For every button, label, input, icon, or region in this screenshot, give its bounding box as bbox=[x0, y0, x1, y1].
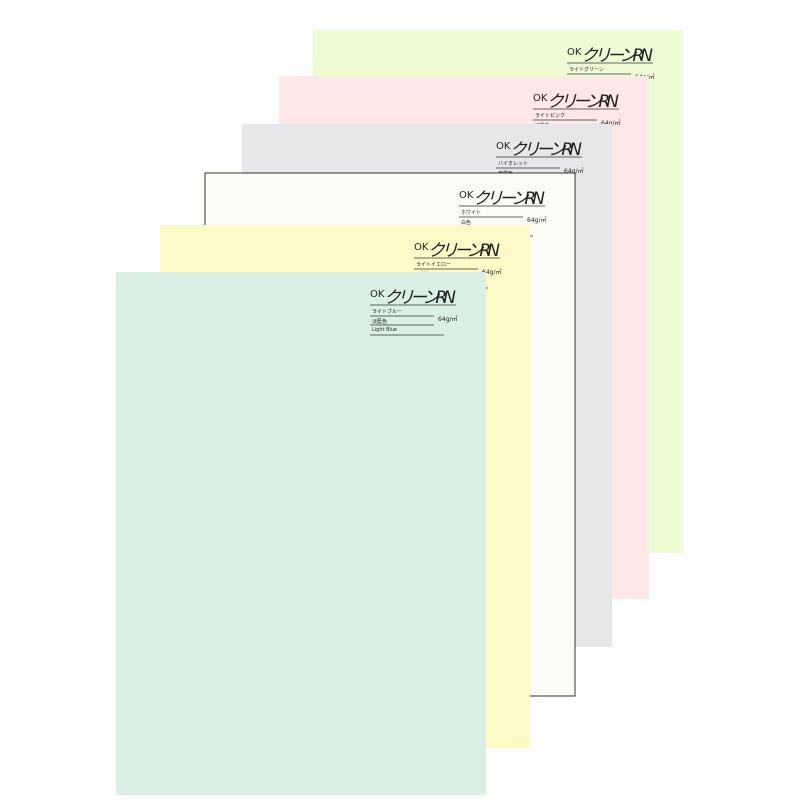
logo-name: クリーンRN bbox=[473, 189, 545, 209]
color-name-kanji: 白色 bbox=[461, 219, 471, 226]
weight: 64g/㎡ bbox=[527, 216, 546, 224]
logo-name: クリーンRN bbox=[384, 288, 456, 308]
logo-name: クリーンRN bbox=[428, 241, 500, 261]
logo-prefix: OK bbox=[567, 47, 582, 58]
logo-name: クリーンRN bbox=[581, 46, 653, 66]
weight: 64g/㎡ bbox=[482, 268, 501, 276]
logo-name: クリーンRN bbox=[547, 92, 619, 112]
weight: 64g/㎡ bbox=[564, 167, 583, 175]
logo-prefix: OK bbox=[533, 93, 548, 104]
english-name: Light Blue bbox=[372, 327, 397, 333]
color-name-katakana: ライトピンク bbox=[535, 113, 565, 119]
sheet bbox=[116, 272, 486, 795]
color-name-katakana: ライトブルー bbox=[372, 308, 402, 315]
color-name-kanji: 淡藍色 bbox=[372, 318, 387, 325]
color-name-katakana: ホワイト bbox=[461, 210, 481, 216]
color-name-katakana: ライトイエロー bbox=[416, 262, 451, 268]
logo-name: クリーンRN bbox=[510, 140, 582, 160]
logo-prefix: OK bbox=[459, 190, 474, 201]
color-name-katakana: バイオレット bbox=[498, 161, 528, 167]
color-name-katakana: ライトグリーン bbox=[569, 66, 604, 73]
weight: 64g/㎡ bbox=[601, 119, 620, 127]
logo-prefix: OK bbox=[496, 141, 511, 152]
weight: 64g/㎡ bbox=[438, 315, 457, 323]
logo-prefix: OK bbox=[414, 242, 429, 253]
logo-prefix: OK bbox=[370, 289, 385, 300]
